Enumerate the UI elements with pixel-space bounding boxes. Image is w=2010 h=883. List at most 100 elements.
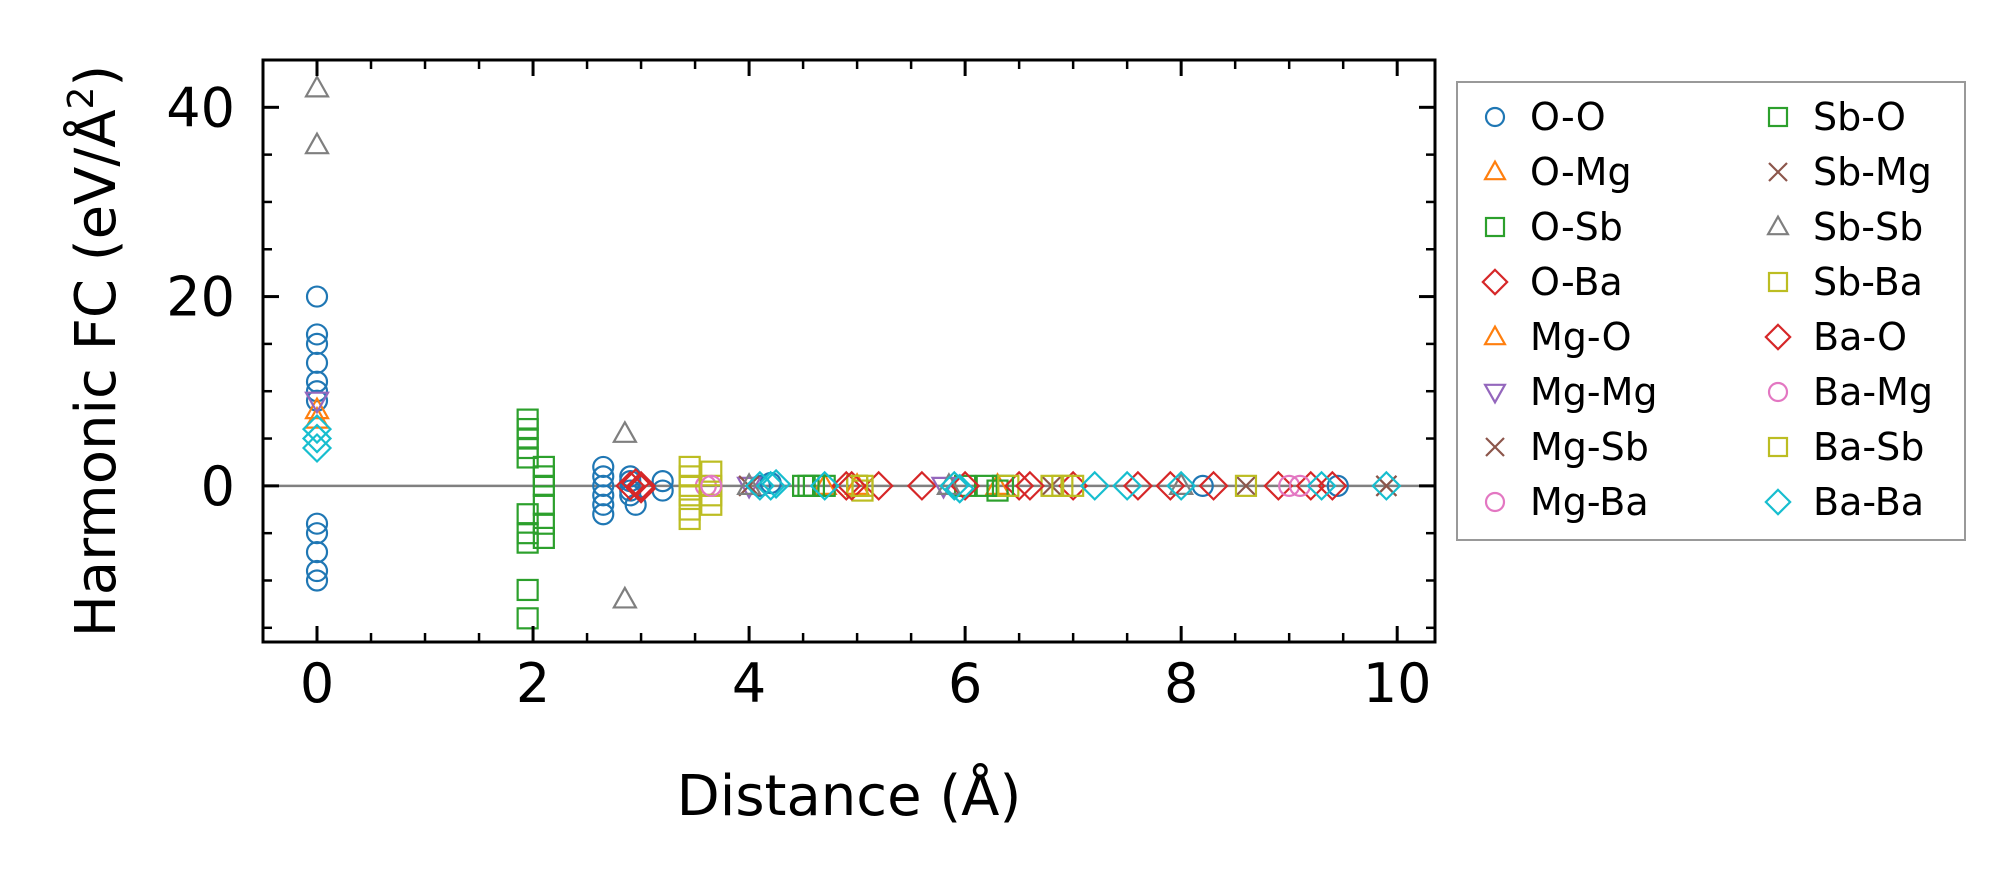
data-point <box>738 475 760 497</box>
data-point <box>626 470 657 501</box>
legend-label: Sb-Ba <box>1813 260 1923 304</box>
data-point <box>906 470 937 501</box>
legend-marker <box>1481 268 1509 296</box>
data-point <box>532 512 555 535</box>
legend-label: Sb-Mg <box>1813 150 1932 194</box>
series-Mg-Mg <box>304 391 957 500</box>
x-tick-label: 10 <box>1363 652 1432 715</box>
y-tick-label: 40 <box>166 76 235 139</box>
legend-label: Ba-Mg <box>1813 370 1933 414</box>
data-point <box>736 472 762 495</box>
data-point <box>1295 470 1326 501</box>
data-point <box>1191 474 1214 497</box>
data-point <box>532 526 555 550</box>
data-point <box>950 470 981 501</box>
legend-marker <box>1767 381 1789 403</box>
legend-item-Ba-Sb: Ba-Sb <box>1767 425 1924 469</box>
y-tick-label: 20 <box>166 266 235 329</box>
data-point <box>736 476 762 500</box>
data-point <box>611 420 638 443</box>
data-point <box>1235 475 1257 497</box>
data-point <box>305 285 329 308</box>
data-point <box>836 470 867 501</box>
data-point <box>301 423 333 454</box>
data-point <box>700 460 723 483</box>
data-point <box>611 585 638 609</box>
data-point <box>592 493 615 516</box>
legend-label: O-Sb <box>1530 205 1623 249</box>
data-point <box>516 578 539 602</box>
data-point <box>304 391 330 415</box>
x-tick-label: 2 <box>516 652 550 715</box>
data-point <box>851 474 874 497</box>
legend-item-Ba-Mg: Ba-Mg <box>1767 370 1933 414</box>
legend-marker <box>1764 323 1792 351</box>
data-point <box>944 473 975 504</box>
legend-item-Mg-Mg: Mg-Mg <box>1483 370 1658 414</box>
x-tick-label: 8 <box>1164 652 1198 715</box>
legend-item-Mg-Sb: Mg-Sb <box>1485 425 1649 469</box>
data-point <box>304 405 330 429</box>
data-point <box>592 503 615 526</box>
data-point <box>761 468 792 500</box>
data-point <box>304 74 330 98</box>
plot-area <box>263 60 1435 642</box>
data-point <box>305 512 329 535</box>
data-point <box>678 484 701 507</box>
data-point <box>305 559 329 583</box>
data-point <box>1326 474 1349 497</box>
data-point <box>1198 470 1229 501</box>
data-point <box>1278 474 1301 497</box>
legend-marker <box>1767 271 1789 293</box>
legend-marker <box>1483 383 1507 405</box>
data-point <box>651 470 674 493</box>
data-point <box>1122 470 1154 501</box>
data-point <box>678 507 701 531</box>
legend-item-Sb-O: Sb-O <box>1767 95 1906 139</box>
data-point <box>744 470 775 501</box>
series-Ba-Sb <box>851 474 1074 497</box>
data-point <box>305 569 329 592</box>
data-point <box>797 474 820 497</box>
data-point <box>1166 470 1197 501</box>
legend-box <box>1456 81 1966 541</box>
legend-label: Ba-Sb <box>1813 425 1924 469</box>
legend-item-O-Mg: O-Mg <box>1483 150 1632 194</box>
legend-marker <box>1766 214 1790 236</box>
legend-marker <box>1484 216 1506 238</box>
data-point <box>1317 470 1348 501</box>
data-point <box>1263 470 1294 501</box>
data-point <box>304 131 330 155</box>
data-point <box>305 380 329 403</box>
legend-label: Sb-Sb <box>1813 205 1923 249</box>
data-point <box>626 473 657 504</box>
data-point <box>304 396 330 420</box>
data-point <box>1234 474 1258 497</box>
data-point <box>1112 470 1143 501</box>
legend-marker <box>1764 488 1792 516</box>
series-Ba-Ba <box>301 414 1402 504</box>
series-O-O <box>305 285 1349 592</box>
legend-label: Ba-Ba <box>1813 480 1924 524</box>
data-point <box>997 474 1020 497</box>
data-point <box>516 531 539 554</box>
legend-label: Ba-O <box>1813 315 1907 359</box>
data-point <box>1051 474 1074 497</box>
y-tick-label: 0 <box>201 455 235 518</box>
data-point <box>1004 470 1035 501</box>
legend-marker <box>1767 436 1789 458</box>
legend-marker <box>1483 159 1507 181</box>
legend-marker <box>1484 106 1506 128</box>
legend-marker <box>1485 437 1505 457</box>
legend-label: O-Ba <box>1530 260 1623 304</box>
data-point <box>301 414 333 445</box>
x-tick-label: 4 <box>732 652 766 715</box>
data-point <box>700 474 723 497</box>
x-tick-label: 6 <box>948 652 982 715</box>
data-point <box>755 470 786 501</box>
legend-item-Ba-O: Ba-O <box>1764 315 1907 359</box>
data-point <box>1306 470 1337 501</box>
data-point <box>930 476 957 500</box>
legend-marker <box>1767 106 1789 128</box>
legend-label: Mg-Sb <box>1530 425 1649 469</box>
